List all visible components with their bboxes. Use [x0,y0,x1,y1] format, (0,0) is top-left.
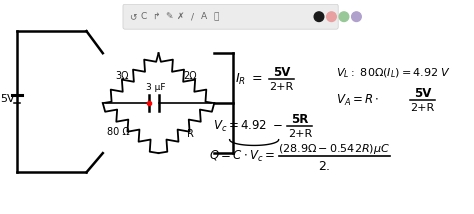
Text: $(28.9\Omega - 0.542R)\mu C$: $(28.9\Omega - 0.542R)\mu C$ [278,142,391,156]
FancyBboxPatch shape [123,4,338,29]
Text: ⬜: ⬜ [213,12,219,21]
Text: $2.$: $2.$ [319,160,331,173]
Text: 5V: 5V [414,87,431,100]
Text: 5R: 5R [291,113,309,126]
Text: /: / [191,12,194,21]
Text: $V_L:\ 80\Omega(I_L) = 4.92\ V$: $V_L:\ 80\Omega(I_L) = 4.92\ V$ [336,67,452,80]
Text: A: A [201,12,207,21]
Text: $Q = C \cdot V_c =$: $Q = C \cdot V_c =$ [210,149,275,163]
Text: ↱: ↱ [152,12,159,21]
Text: C: C [141,12,147,21]
Text: 2Ω: 2Ω [183,71,197,81]
Text: ↺: ↺ [129,12,137,21]
Circle shape [352,12,361,21]
Text: 5V: 5V [0,94,15,104]
Text: 3Ω: 3Ω [115,71,129,81]
Circle shape [339,12,349,21]
Text: R: R [187,129,194,139]
Circle shape [327,12,336,21]
Text: $V_A = R \cdot$: $V_A = R \cdot$ [336,93,380,108]
Text: 2+R: 2+R [269,82,293,92]
Text: 2+R: 2+R [288,129,312,139]
Text: 2+R: 2+R [410,103,435,113]
Text: $V_c = 4.92\ -$: $V_c = 4.92\ -$ [213,119,283,134]
Text: 5V: 5V [273,66,290,79]
Circle shape [314,12,324,21]
Text: ✎: ✎ [165,12,173,21]
Text: $I_R\ =$: $I_R\ =$ [236,72,263,87]
Text: ✗: ✗ [177,12,184,21]
Text: 3 μF: 3 μF [146,83,165,92]
Text: 80 Ω: 80 Ω [107,127,129,137]
